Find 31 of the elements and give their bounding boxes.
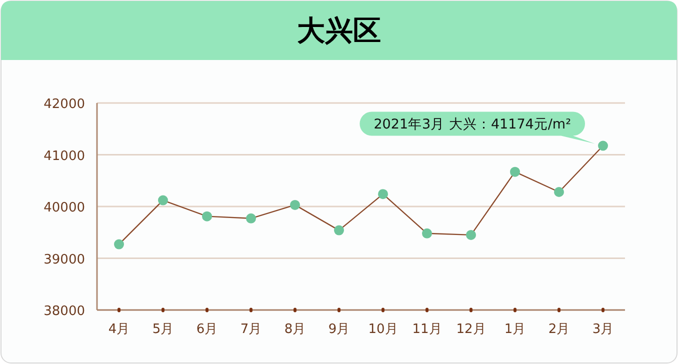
- chart-title: 大兴区: [297, 14, 381, 47]
- point: [158, 195, 168, 206]
- annotation: 2021年3月 大兴：41174元/m²: [374, 116, 571, 133]
- x-tick-label: 3月: [592, 322, 614, 337]
- y-tick-label: 40000: [44, 200, 85, 216]
- point: [202, 211, 212, 222]
- x-tick-label: 10月: [368, 322, 398, 337]
- point: [334, 225, 344, 236]
- x-tick-label: 4月: [108, 322, 130, 337]
- point: [554, 187, 564, 198]
- point: [378, 189, 388, 200]
- y-tick-label: 38000: [44, 304, 85, 319]
- point: [598, 140, 608, 151]
- point: [290, 200, 300, 210]
- point: [510, 166, 520, 177]
- x-tick-label: 12月: [456, 322, 486, 337]
- point: [246, 213, 256, 224]
- point: [466, 230, 476, 240]
- x-tick-label: 7月: [240, 322, 262, 337]
- x-tick-label: 9月: [328, 322, 350, 337]
- x-tick-label: 5月: [152, 322, 174, 337]
- y-tick-label: 41000: [44, 148, 85, 164]
- x-tick-label: 1月: [504, 322, 526, 337]
- y-tick-label: 39000: [44, 252, 85, 268]
- x-tick-label: 6月: [196, 322, 218, 337]
- x-tick-label: 11月: [412, 322, 442, 337]
- point: [422, 228, 432, 238]
- y-tick-label: 42000: [44, 97, 85, 112]
- x-tick-label: 8月: [284, 322, 306, 337]
- point: [114, 239, 124, 250]
- x-tick-label: 2月: [548, 322, 570, 337]
